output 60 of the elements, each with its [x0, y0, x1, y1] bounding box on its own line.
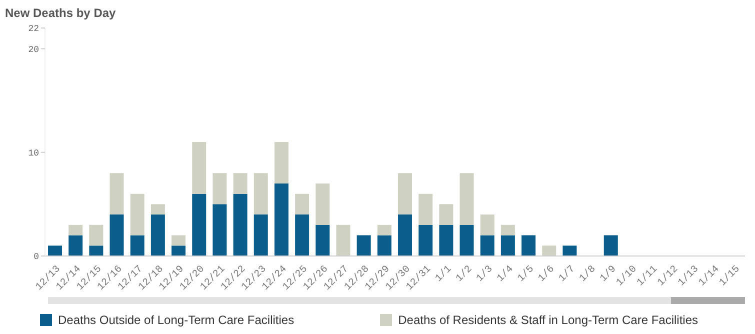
- bar: [130, 235, 144, 256]
- y-tick-label: 22: [28, 24, 39, 34]
- bar: [398, 214, 412, 256]
- x-tick-label: 1/3: [474, 263, 496, 285]
- bar: [316, 224, 330, 256]
- legend-label: Deaths of Residents & Staff in Long-Term Care Facilities: [398, 313, 698, 327]
- bar: [172, 246, 186, 256]
- y-tick-label: 10: [28, 148, 39, 159]
- x-tick-label: 1/4: [494, 263, 516, 285]
- bar: [48, 246, 62, 256]
- bar: [295, 194, 310, 215]
- bar: [316, 183, 330, 225]
- bar: [439, 224, 454, 256]
- bar: [172, 235, 186, 246]
- bar: [233, 194, 248, 256]
- bar: [254, 214, 268, 256]
- bar: [500, 235, 515, 256]
- bar: [500, 224, 515, 236]
- bar: [68, 235, 83, 256]
- x-tick-label: 1/2: [454, 263, 475, 285]
- bar: [460, 173, 474, 225]
- bar: [439, 204, 454, 225]
- bar: [295, 214, 310, 256]
- bar: [150, 214, 165, 256]
- bar: [356, 235, 371, 256]
- bar: [150, 204, 165, 215]
- bar: [212, 173, 227, 204]
- bar: [377, 224, 392, 236]
- bar: [68, 224, 83, 236]
- bar: [89, 246, 104, 256]
- bar: [110, 173, 124, 215]
- bar: [233, 173, 248, 194]
- bar: [480, 214, 494, 236]
- bar: [480, 235, 494, 256]
- legend-label: Deaths Outside of Long-Term Care Facilities: [58, 313, 294, 327]
- y-tick-label: 20: [28, 44, 39, 55]
- chart-title: New Deaths by Day: [5, 6, 116, 20]
- bar: [418, 194, 433, 225]
- x-tick-label: 1/1: [433, 263, 454, 285]
- bar: [562, 246, 577, 256]
- bar: [254, 173, 268, 215]
- bar: [460, 224, 474, 256]
- bar: [604, 235, 618, 256]
- x-tick-label: 1/5: [515, 263, 537, 285]
- bar: [274, 142, 288, 184]
- bar: [212, 204, 227, 256]
- bar: [89, 224, 104, 246]
- bar: [192, 142, 206, 194]
- bar: [110, 214, 124, 256]
- x-tick-label: 1/8: [577, 263, 598, 285]
- bar: [274, 183, 288, 256]
- bar: [192, 194, 206, 256]
- bar: [418, 224, 433, 256]
- x-tick-label: 1/7: [556, 263, 578, 285]
- bar: [522, 235, 536, 256]
- y-tick-label: 0: [34, 252, 39, 262]
- bar: [377, 235, 392, 256]
- bar: [398, 173, 412, 215]
- x-tick-label: 1/6: [536, 263, 558, 285]
- bar: [130, 194, 144, 236]
